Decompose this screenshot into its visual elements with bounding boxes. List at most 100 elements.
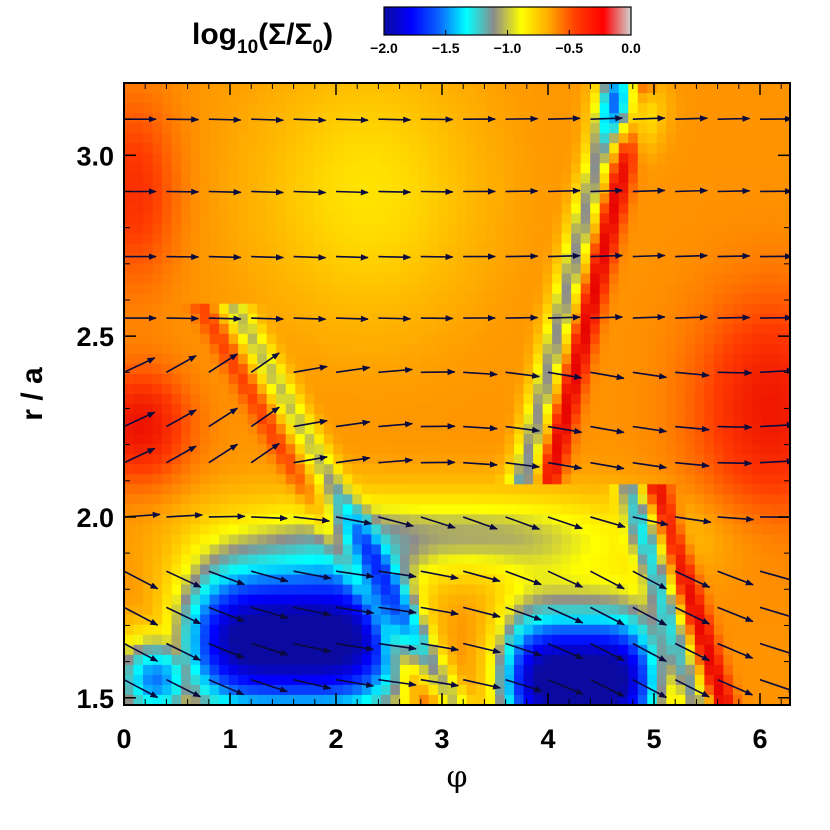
y-tick-label: 3.0: [76, 141, 114, 171]
heatmap-cell: [685, 594, 696, 606]
heatmap-cell: [447, 444, 458, 455]
heatmap-cell: [352, 103, 363, 114]
heatmap-cell: [200, 243, 211, 255]
heatmap-cell: [561, 554, 572, 566]
heatmap-cell: [437, 504, 449, 515]
heatmap-cell: [228, 694, 239, 705]
heatmap-cell: [409, 293, 420, 305]
heatmap-cell: [780, 233, 790, 245]
heatmap-cell: [152, 554, 163, 566]
heatmap-cell: [780, 644, 790, 656]
heatmap-cell: [466, 93, 477, 104]
heatmap-cell: [257, 303, 268, 315]
heatmap-cell: [590, 494, 601, 505]
heatmap-cell: [181, 614, 192, 626]
heatmap-cell: [333, 644, 344, 656]
heatmap-cell: [609, 353, 620, 365]
velocity-arrow: [378, 421, 414, 428]
heatmap-cell: [685, 153, 696, 164]
heatmap-cell: [704, 213, 715, 225]
heatmap-cell: [181, 584, 192, 596]
heatmap-cell: [295, 474, 306, 485]
heatmap-cell: [266, 273, 277, 285]
heatmap-cell: [599, 283, 610, 295]
heatmap-cell: [437, 303, 449, 315]
velocity-arrow: [675, 461, 710, 469]
heatmap-cell: [143, 504, 154, 515]
heatmap-cell: [437, 383, 449, 395]
heatmap-cell: [761, 564, 772, 576]
heatmap-cell: [609, 664, 620, 676]
heatmap-cell: [447, 414, 458, 425]
heatmap-cell: [162, 353, 173, 365]
heatmap-cell: [476, 524, 487, 536]
heatmap-cell: [380, 303, 391, 315]
heatmap-cell: [751, 273, 763, 285]
heatmap-cell: [447, 323, 458, 335]
heatmap-cell: [171, 524, 182, 536]
heatmap-cell: [266, 434, 277, 445]
heatmap-cell: [761, 353, 772, 365]
heatmap-cell: [418, 614, 430, 626]
heatmap-cell: [675, 664, 686, 676]
heatmap-cell: [437, 243, 449, 255]
heatmap-cell: [219, 514, 230, 526]
heatmap-cell: [751, 143, 763, 154]
heatmap-cell: [723, 263, 734, 275]
heatmap-cell: [399, 303, 411, 315]
heatmap-cell: [523, 103, 534, 114]
heatmap-cell: [704, 604, 715, 616]
heatmap-cell: [266, 213, 277, 225]
heatmap-cell: [476, 283, 487, 295]
heatmap-cell: [599, 363, 610, 375]
heatmap-cell: [361, 353, 372, 365]
heatmap-cell: [219, 564, 230, 576]
heatmap-cell: [742, 373, 753, 385]
heatmap-cell: [618, 594, 629, 606]
heatmap-cell: [590, 594, 601, 606]
heatmap-cell: [552, 83, 563, 94]
heatmap-cell: [694, 574, 705, 586]
heatmap-cell: [162, 183, 173, 194]
heatmap-cell: [190, 514, 201, 526]
heatmap-cell: [162, 634, 173, 646]
heatmap-cell: [647, 83, 658, 94]
heatmap-cell: [466, 624, 477, 636]
heatmap-cell: [257, 684, 268, 696]
heatmap-cell: [437, 634, 449, 646]
heatmap-cell: [333, 333, 344, 345]
heatmap-cell: [124, 383, 135, 395]
heatmap-cell: [333, 103, 344, 114]
heatmap-cell: [485, 303, 496, 315]
heatmap-cell: [647, 564, 658, 576]
heatmap-cell: [352, 203, 363, 215]
heatmap-cell: [552, 93, 563, 104]
heatmap-cell: [428, 93, 439, 104]
heatmap-cell: [656, 444, 667, 455]
heatmap-cell: [675, 564, 686, 576]
heatmap-cell: [704, 283, 715, 295]
heatmap-cell: [437, 273, 449, 285]
heatmap-cell: [495, 283, 506, 295]
heatmap-cell: [713, 263, 724, 275]
heatmap-cell: [361, 684, 372, 696]
heatmap-cell: [428, 203, 439, 215]
heatmap-cell: [200, 263, 211, 275]
heatmap-cell: [162, 153, 173, 164]
heatmap-cell: [171, 454, 182, 465]
heatmap-cell: [609, 173, 620, 184]
heatmap-cell: [238, 594, 249, 606]
heatmap-cell: [476, 694, 487, 705]
heatmap-cell: [285, 414, 296, 425]
heatmap-cell: [371, 404, 382, 415]
heatmap-cell: [704, 243, 715, 255]
heatmap-cell: [323, 93, 334, 104]
heatmap-cell: [561, 383, 572, 395]
heatmap-cell: [476, 173, 487, 184]
heatmap-cell: [647, 674, 658, 686]
heatmap-cell: [675, 363, 686, 375]
heatmap-cell: [314, 404, 325, 415]
heatmap-cell: [228, 113, 239, 124]
heatmap-cell: [219, 263, 230, 275]
heatmap-cell: [418, 464, 430, 475]
